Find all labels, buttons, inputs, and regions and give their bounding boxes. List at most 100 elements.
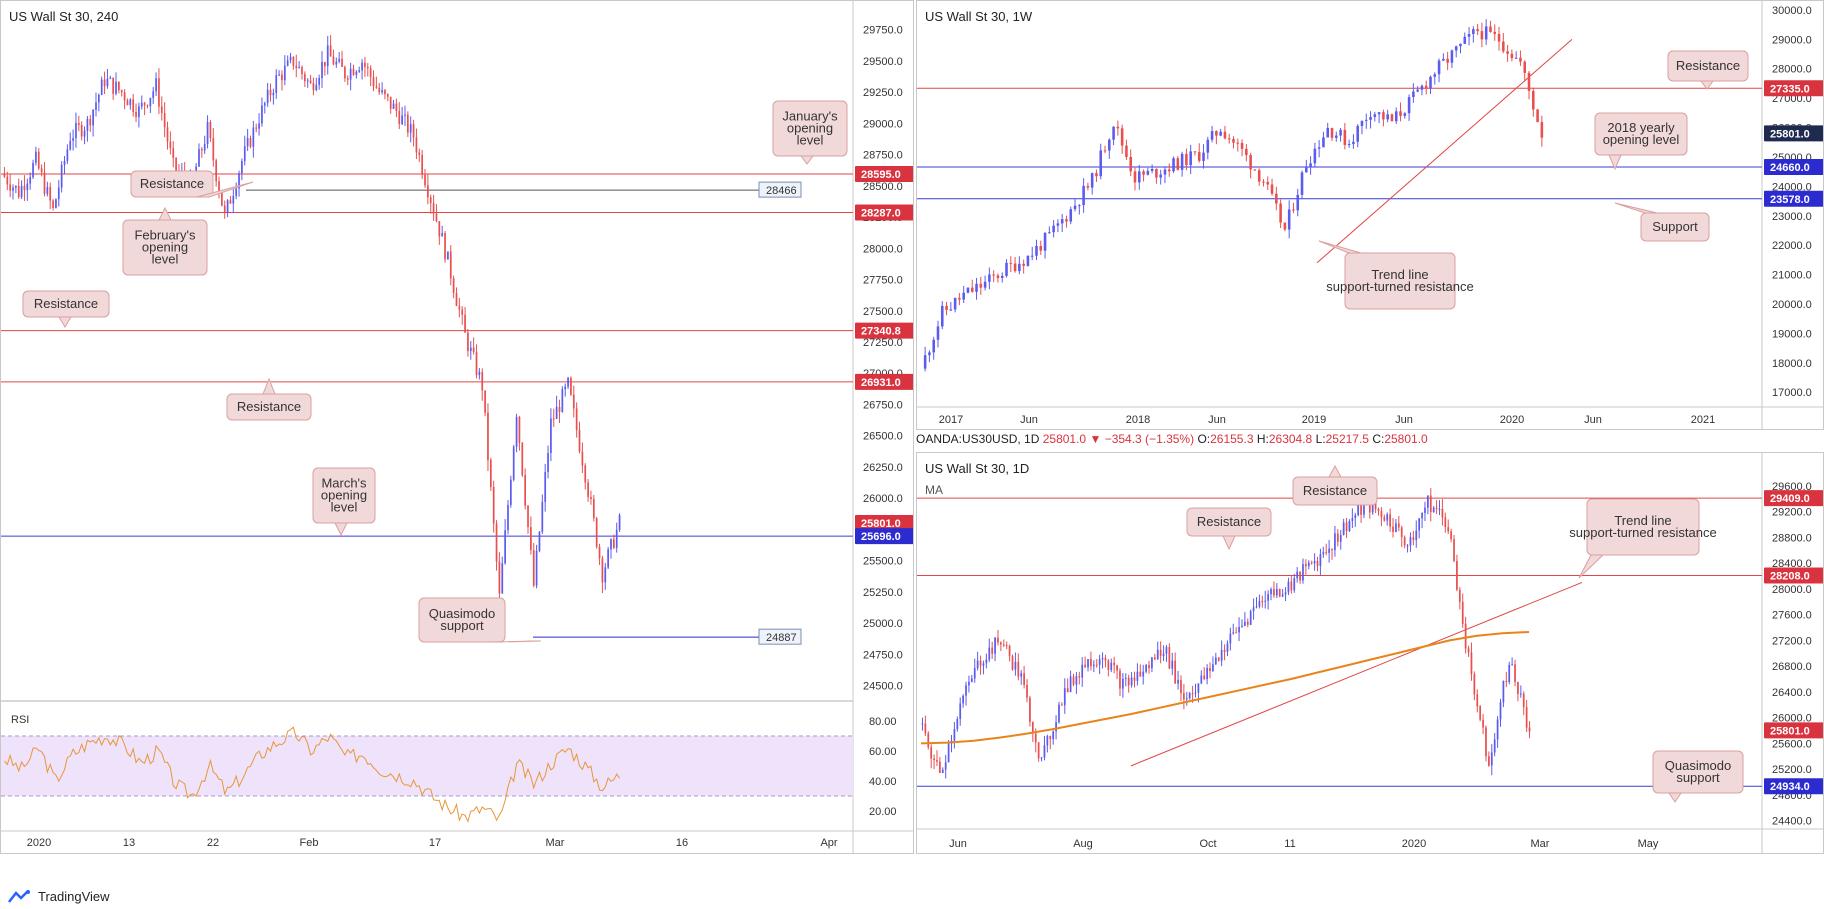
candle-body — [298, 67, 300, 69]
candle-body — [77, 122, 80, 126]
daily-chart-panel[interactable]: US Wall St 30, 1D MA 29600.0 29200.0 28800… — [916, 452, 1824, 854]
weekly-chart-panel[interactable]: US Wall St 30, 1W 30000.0 29000.0 28000.0 2… — [916, 0, 1824, 430]
time-axis-tick: Feb — [300, 837, 319, 849]
candle-body — [115, 81, 117, 94]
callout-pointer — [1578, 554, 1605, 579]
candle-body — [564, 386, 567, 390]
candle-body — [581, 451, 584, 466]
weekly-chart-svg[interactable]: 30000.029000.028000.027000.026000.025000… — [917, 1, 1823, 429]
callout-resistance: Resistance — [1667, 50, 1749, 90]
candle-body — [1536, 109, 1539, 123]
rsi-axis-tick: 20.00 — [869, 806, 897, 818]
callout-resistance: Resistance — [1292, 464, 1378, 506]
candle-body — [321, 61, 323, 79]
candle-body — [1206, 139, 1210, 153]
price-axis-tick: 26000.0 — [1772, 713, 1812, 725]
price-axis-tick: 26500.0 — [863, 431, 903, 443]
time-axis-tick: 2020 — [27, 837, 51, 849]
candle-body — [1450, 531, 1452, 540]
candle-body — [1390, 114, 1394, 122]
price-tag-label: 28287.0 — [861, 207, 901, 219]
candle-body — [306, 80, 309, 82]
candle-body — [472, 347, 475, 352]
candle-body — [988, 274, 991, 282]
candle-body — [1241, 625, 1243, 627]
candle-body — [1490, 752, 1493, 766]
candle-body — [1103, 150, 1107, 152]
candle-body — [1261, 601, 1264, 603]
time-axis-tick: 16 — [676, 837, 688, 849]
price-axis-tick: 21000.0 — [1772, 270, 1812, 282]
price-axis-tick: 28500.0 — [863, 181, 903, 193]
candle-body — [1506, 51, 1509, 54]
candle-body — [46, 187, 49, 194]
candle-body — [1174, 660, 1177, 684]
candle-body — [1442, 58, 1445, 61]
candle-body — [1293, 578, 1296, 591]
candle-body — [1420, 85, 1424, 90]
h4-chart-svg[interactable]: 29750.0 29500.0 29250.0 29000.0 28750.0 28500… — [1, 1, 913, 853]
callout-pointer — [262, 377, 276, 395]
daily-chart-svg[interactable]: 29600.0 29200.0 28800.0 28400.0 28000.0 27600… — [917, 453, 1823, 853]
time-axis-tick: 17 — [429, 837, 441, 849]
tradingview-footer[interactable]: TradingView — [8, 889, 110, 904]
candle-body — [97, 94, 100, 103]
price-axis-tick: 28400.0 — [1772, 558, 1812, 570]
candle-body — [1060, 219, 1064, 224]
candle-body — [1383, 517, 1386, 521]
candle-body — [1473, 674, 1476, 695]
candle-body — [1136, 671, 1139, 681]
candle-body — [458, 305, 461, 310]
candle-body — [1322, 552, 1325, 555]
candle-body — [1347, 144, 1351, 146]
price-axis-tick: 28800.0 — [1772, 532, 1812, 544]
candle-body — [1446, 58, 1449, 63]
candle-body — [1253, 169, 1257, 171]
candle-body — [1322, 137, 1325, 148]
price-tag-label: 27340.8 — [861, 326, 901, 338]
time-axis-tick: 2020 — [1402, 838, 1426, 850]
candle-body — [1412, 91, 1415, 98]
candle-body — [975, 283, 978, 292]
candle-body — [406, 114, 409, 133]
candle-body — [1377, 112, 1381, 115]
candle-body — [112, 77, 115, 94]
candle-body — [1151, 657, 1153, 669]
candle-body — [338, 58, 341, 62]
price-tag-label: 25801.0 — [861, 518, 901, 530]
candle-body — [1427, 495, 1429, 508]
candle-body — [618, 515, 621, 530]
candle-body — [1497, 33, 1501, 42]
candle-body — [956, 719, 959, 730]
callout-box — [130, 170, 214, 198]
candle-body — [95, 102, 97, 110]
candle-body — [29, 177, 32, 184]
callout-resistance: Resistance — [22, 290, 110, 328]
candle-body — [1048, 232, 1051, 234]
candle-body — [1450, 50, 1454, 63]
candle-body — [1371, 501, 1374, 513]
candle-body — [1061, 704, 1063, 706]
callout-resistance: Resistance — [130, 170, 254, 198]
candle-body — [962, 695, 964, 704]
candle-body — [1130, 677, 1133, 686]
candle-body — [1339, 129, 1342, 136]
candle-body — [198, 149, 200, 167]
candle-body — [558, 406, 561, 413]
price-tag — [1764, 190, 1823, 207]
h4-chart-panel[interactable]: US Wall St 30, 240 29750.0 29500.0 29250.0… — [0, 0, 914, 854]
candle-body — [595, 518, 598, 547]
candle-body — [484, 390, 486, 413]
candle-body — [994, 637, 996, 654]
candle-body — [1188, 693, 1191, 699]
candle-body — [1206, 667, 1208, 679]
candle-body — [358, 70, 361, 72]
candle-body — [1382, 112, 1385, 120]
candle-body — [309, 80, 312, 83]
candle-body — [1467, 648, 1470, 653]
price-tag-label: 24660.0 — [1770, 162, 1810, 174]
rsi-line — [4, 726, 620, 823]
candle-body — [1084, 664, 1086, 668]
